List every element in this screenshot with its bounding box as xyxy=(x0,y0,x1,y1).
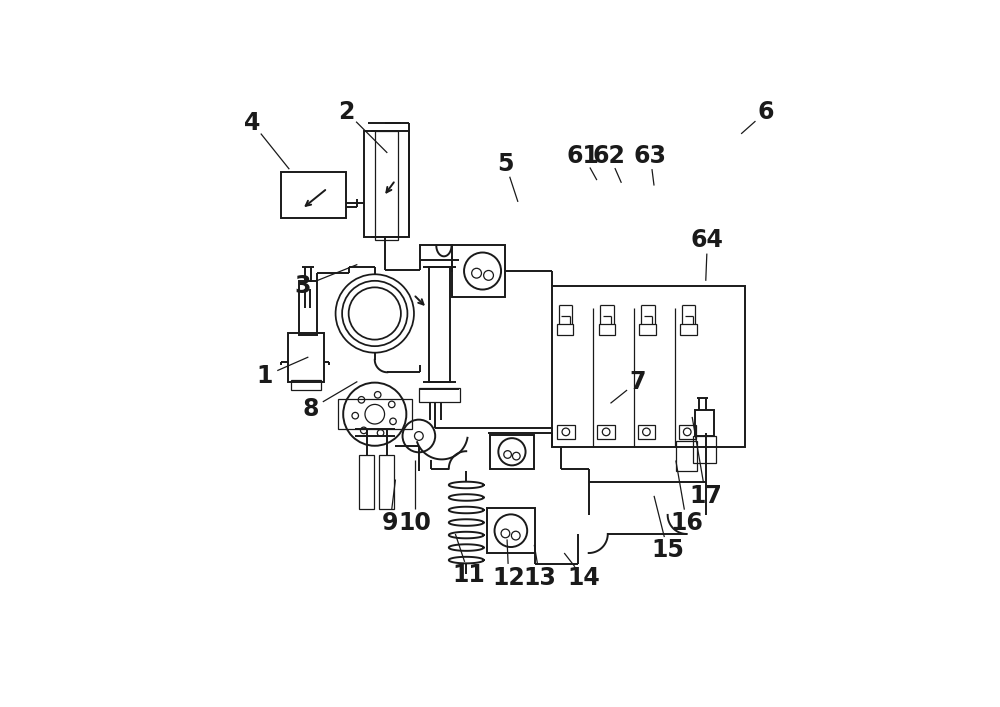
Bar xyxy=(379,455,394,510)
Text: 15: 15 xyxy=(651,538,684,562)
Bar xyxy=(281,172,346,218)
Bar xyxy=(680,325,697,335)
Text: 1: 1 xyxy=(257,364,273,388)
Text: 13: 13 xyxy=(523,566,556,590)
Bar xyxy=(419,388,460,402)
Bar xyxy=(288,332,324,382)
Text: 16: 16 xyxy=(670,511,703,535)
Bar xyxy=(597,425,615,438)
Text: 6: 6 xyxy=(757,100,774,124)
Bar xyxy=(679,425,696,438)
Bar xyxy=(693,436,716,463)
Bar xyxy=(291,380,321,390)
Bar xyxy=(557,425,575,438)
Bar xyxy=(364,131,409,238)
Text: 11: 11 xyxy=(453,563,485,587)
Bar xyxy=(375,131,398,240)
Bar xyxy=(639,325,656,335)
Bar xyxy=(676,441,697,472)
Text: 10: 10 xyxy=(398,511,431,535)
Bar xyxy=(429,267,450,382)
Text: 7: 7 xyxy=(629,370,646,394)
Text: 61: 61 xyxy=(567,144,600,168)
Bar xyxy=(490,435,534,469)
Bar xyxy=(638,425,655,438)
Text: 63: 63 xyxy=(634,144,667,168)
Bar xyxy=(487,508,535,553)
Bar xyxy=(552,286,745,447)
Text: 5: 5 xyxy=(497,152,514,176)
Text: 2: 2 xyxy=(338,100,355,124)
Text: 12: 12 xyxy=(492,566,525,590)
Text: 9: 9 xyxy=(382,511,398,535)
Bar xyxy=(299,281,317,335)
Text: 17: 17 xyxy=(689,484,722,508)
Text: 4: 4 xyxy=(244,111,260,135)
Text: 14: 14 xyxy=(567,566,600,590)
Text: 3: 3 xyxy=(295,274,311,298)
Bar xyxy=(359,455,374,510)
Text: 8: 8 xyxy=(303,397,319,421)
Bar xyxy=(338,399,412,429)
Bar xyxy=(557,325,573,335)
Text: 62: 62 xyxy=(593,144,626,168)
Text: 64: 64 xyxy=(691,228,724,252)
Bar xyxy=(695,410,714,436)
Bar xyxy=(599,325,615,335)
Bar xyxy=(452,245,505,297)
